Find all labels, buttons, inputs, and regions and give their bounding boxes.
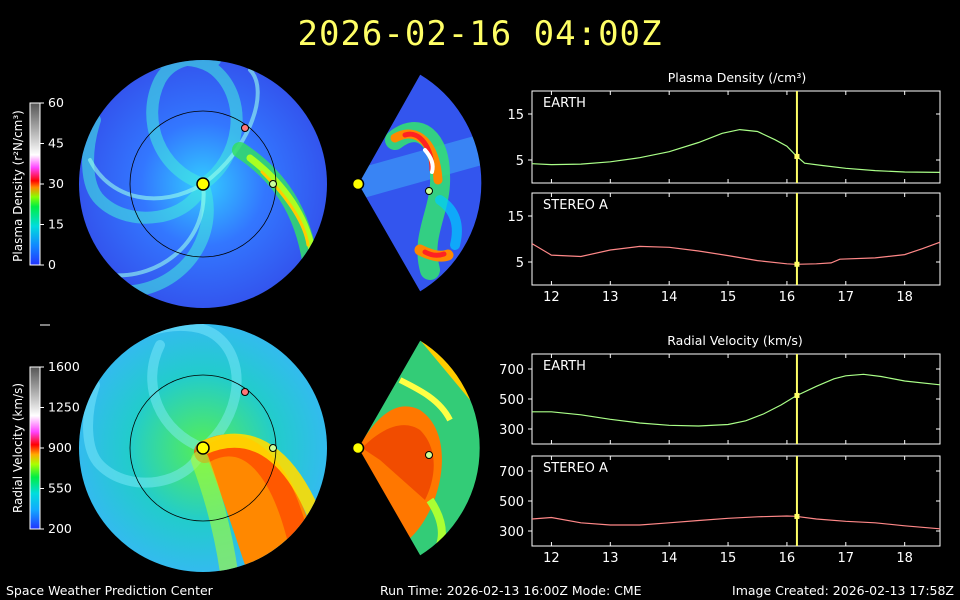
velocity-stereo-plot: 700 500 300 12 13 14 15 16 17 18 STEREO A: [499, 455, 941, 566]
series-label: EARTH: [543, 359, 586, 374]
series-line: [531, 241, 941, 265]
y-tick-label: 700: [499, 363, 524, 378]
y-tick-label: 300: [499, 423, 524, 438]
x-tick-label: 15: [720, 551, 737, 566]
x-tick-label: 13: [602, 551, 619, 566]
y-tick-label: 500: [499, 495, 524, 510]
density-earth-plot: 15 5 EARTH: [507, 90, 941, 184]
footer-image-created: Image Created: 2026-02-13 17:58Z: [732, 583, 954, 598]
velocity-panel-title: Radial Velocity (km/s): [667, 333, 803, 348]
x-tick-label: 15: [720, 290, 737, 305]
density-equatorial-map: [79, 60, 327, 308]
velocity-colorbar: 1600 1250 900 550 200 Radial Velocity (km/s): [11, 359, 80, 536]
velocity-meridional-wedge: [351, 339, 481, 557]
x-tick-label: 17: [838, 551, 855, 566]
x-tick-label: 16: [779, 551, 796, 566]
y-tick-label: 500: [499, 393, 524, 408]
plot-frame: [531, 90, 941, 184]
x-tick-label: 17: [838, 290, 855, 305]
footer-run-time: Run Time: 2026-02-13 16:00Z Mode: CME: [380, 583, 642, 598]
stereo-a-marker: [241, 124, 249, 132]
series-label: EARTH: [543, 96, 586, 111]
velocity-colorbar-tick: 1250: [48, 400, 80, 415]
time-marker-point: [794, 513, 800, 519]
y-tick-label: 5: [516, 154, 524, 169]
density-colorbar-label: Plasma Density (r²N/cm³): [11, 110, 25, 262]
x-tick-label: 14: [661, 290, 678, 305]
x-tick-label: 13: [602, 290, 619, 305]
figure-time-title: 2026-02-16 04:00Z: [297, 14, 663, 54]
time-marker-point: [794, 261, 800, 267]
density-meridional-wedge: [351, 73, 483, 293]
velocity-earth-plot: 700 500 300 EARTH: [499, 353, 941, 445]
series-label: STEREO A: [543, 461, 608, 476]
y-tick-label: 15: [507, 108, 524, 123]
x-tick-label: 12: [543, 290, 560, 305]
velocity-colorbar-tick: 1600: [48, 359, 80, 374]
velocity-colorbar-tick: 900: [48, 440, 72, 455]
plot-frame: [531, 353, 941, 445]
density-colorbar-tick: 45: [48, 136, 64, 151]
earth-marker: [269, 180, 277, 188]
plot-frame: [531, 192, 941, 286]
density-panel-title: Plasma Density (/cm³): [668, 70, 807, 85]
velocity-equatorial-map: [79, 324, 327, 572]
footer-organization: Space Weather Prediction Center: [6, 583, 213, 598]
velocity-colorbar-tick: 550: [48, 481, 72, 496]
velocity-colorbar-label: Radial Velocity (km/s): [11, 383, 25, 513]
series-line: [531, 515, 941, 530]
y-tick-label: 300: [499, 525, 524, 540]
x-tick-label: 16: [779, 290, 796, 305]
density-colorbar-tick: 15: [48, 217, 64, 232]
sun-marker: [196, 177, 210, 191]
series-line: [532, 373, 941, 427]
time-marker-point: [794, 153, 800, 159]
series-line: [531, 128, 941, 173]
density-colorbar-tick: 60: [48, 95, 64, 110]
density-colorbar-tick: 0: [48, 257, 56, 272]
x-tick-label: 18: [896, 290, 913, 305]
x-tick-label: 18: [896, 551, 913, 566]
density-colorbar-tick: 30: [48, 176, 64, 191]
series-label: STEREO A: [543, 198, 608, 213]
y-tick-label: 700: [499, 465, 524, 480]
density-stereo-plot: 15 5 12 13 14 15 16 17 18 STEREO A: [507, 192, 941, 305]
x-tick-label: 12: [543, 551, 560, 566]
time-marker-point: [794, 392, 800, 398]
y-tick-label: 15: [507, 210, 524, 225]
density-colorbar: 60 45 30 15 0 Plasma Density (r²N/cm³): [11, 95, 64, 272]
y-tick-label: 5: [516, 256, 524, 271]
x-tick-label: 14: [661, 551, 678, 566]
velocity-colorbar-tick: 200: [48, 521, 72, 536]
